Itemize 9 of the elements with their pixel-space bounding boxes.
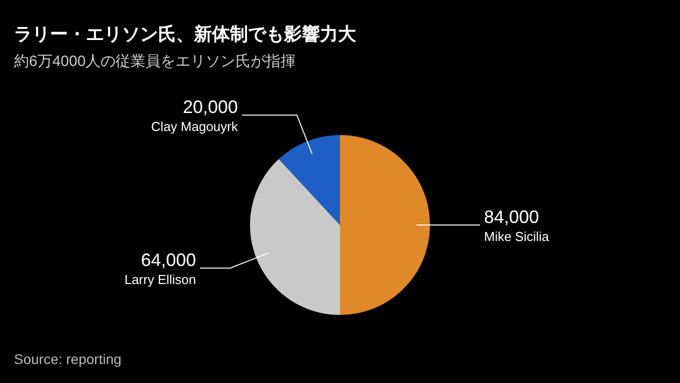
data-label: 64,000 <box>140 250 196 270</box>
slice-label: Mike Sicilia <box>484 229 550 244</box>
source-note: Source: reporting <box>14 351 122 367</box>
chart-subtitle: 約6万4000人の従業員をエリソン氏が指揮 <box>14 53 296 70</box>
data-label: 20,000 <box>182 97 238 118</box>
slice-label: Larry Ellison <box>124 272 196 288</box>
slice-label: Clay Magouyrk <box>151 119 238 134</box>
chart-title: ラリー・エリソン氏、新体制でも影響力大 <box>14 24 357 44</box>
data-label: 84,000 <box>484 207 540 227</box>
